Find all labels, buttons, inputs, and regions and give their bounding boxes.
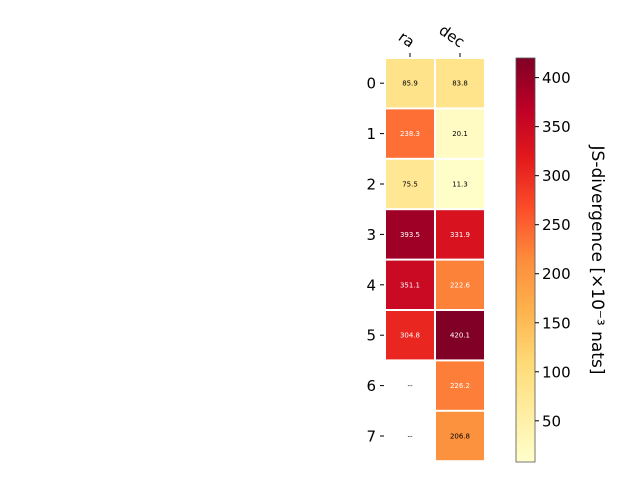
heatmap-cell bbox=[436, 311, 484, 360]
heatmap-grid: 85.9 83.8 238.3 20.1 75.5 11.3 393.5 331.9 351.1… bbox=[386, 59, 484, 461]
colorbar: 50 100 150 200 250 300 350 400 JS-divergence [×1… bbox=[515, 57, 607, 463]
heatmap-cell bbox=[386, 59, 434, 108]
heatmap-cell bbox=[436, 260, 484, 309]
row-label: 1 bbox=[366, 125, 376, 143]
cell-value-label: 420.1 bbox=[450, 332, 470, 340]
cell-value-label: -- bbox=[407, 382, 413, 390]
row-label: 7 bbox=[366, 428, 376, 446]
cell-value-label: 238.3 bbox=[400, 130, 420, 138]
colorbar-frame bbox=[515, 57, 536, 463]
cell-value-label: 20.1 bbox=[452, 130, 468, 138]
heatmap-cell bbox=[386, 311, 434, 360]
cell-value-label: 83.8 bbox=[452, 80, 468, 88]
colorbar-label: JS-divergence [×10⁻³ nats] bbox=[587, 145, 607, 375]
colorbar-tick-label: 250 bbox=[542, 216, 571, 234]
colorbar-tick-label: 300 bbox=[542, 167, 571, 185]
cell-value-label: 351.1 bbox=[400, 281, 420, 289]
row-label: 0 bbox=[366, 75, 376, 93]
cell-value-label: 304.8 bbox=[400, 332, 420, 340]
cell-value-label: 206.8 bbox=[450, 433, 470, 441]
heatmap-cell bbox=[436, 361, 484, 410]
column-label: dec bbox=[436, 21, 468, 51]
row-label: 2 bbox=[366, 176, 376, 194]
heatmap-cell bbox=[436, 411, 484, 461]
cell-value-label: 85.9 bbox=[402, 80, 418, 88]
cell-value-label: 75.5 bbox=[402, 181, 418, 189]
colorbar-tick-label: 400 bbox=[542, 69, 571, 87]
row-label: 5 bbox=[366, 327, 376, 345]
heatmap-cell bbox=[436, 109, 484, 158]
colorbar-tick-label: 150 bbox=[542, 314, 571, 332]
colorbar-tick-label: 350 bbox=[542, 118, 571, 136]
heatmap-cell bbox=[436, 210, 484, 259]
cell-value-label: 393.5 bbox=[400, 231, 420, 239]
cell-value-label: 11.3 bbox=[452, 181, 468, 189]
heatmap-cell bbox=[436, 159, 484, 209]
colorbar-gradient bbox=[516, 58, 535, 462]
row-label: 3 bbox=[366, 226, 376, 244]
cell-value-label: 226.2 bbox=[450, 382, 470, 390]
row-label: 6 bbox=[366, 377, 376, 395]
cell-value-label: 222.6 bbox=[450, 281, 471, 289]
colorbar-tick-label: 200 bbox=[542, 265, 571, 283]
row-label: 4 bbox=[366, 276, 376, 294]
colorbar-tick-label: 50 bbox=[542, 412, 561, 430]
heatmap-cell bbox=[386, 210, 434, 259]
cell-value-label: -- bbox=[407, 433, 413, 441]
heatmap-cell bbox=[386, 260, 434, 309]
heatmap-cell bbox=[386, 159, 434, 209]
column-label: ra bbox=[395, 28, 418, 52]
heatmap-cell bbox=[436, 59, 484, 108]
colorbar-tick-label: 100 bbox=[542, 363, 571, 381]
cell-value-label: 331.9 bbox=[450, 231, 470, 239]
heatmap-cell bbox=[386, 109, 434, 158]
